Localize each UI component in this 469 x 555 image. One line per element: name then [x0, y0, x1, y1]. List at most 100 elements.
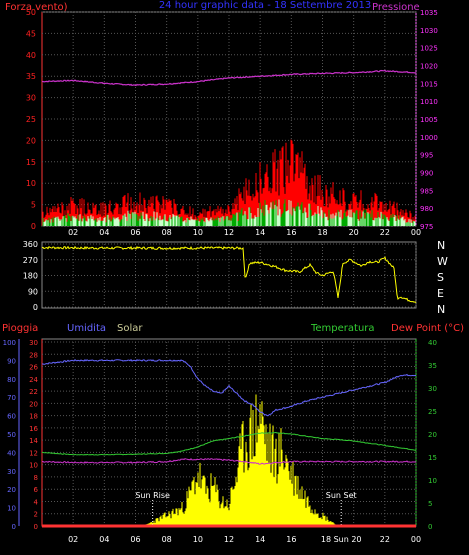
c1-right-tick-label: 1020 — [420, 63, 438, 71]
c3-rain-tick-label: 18 — [29, 413, 38, 421]
c1-left-tick-label: 35 — [26, 72, 36, 81]
c1-right-tick-label: 980 — [420, 205, 433, 213]
c3-humidity-tick-label: 60 — [7, 413, 16, 421]
c3-rain-tick-label: 0 — [34, 523, 38, 531]
c3-rain-tick-label: 2 — [34, 511, 38, 519]
c3-rain-tick-label: 12 — [29, 449, 38, 457]
c1-x-tick-label: 14 — [255, 228, 265, 237]
c1-left-tick-label: 45 — [26, 29, 36, 38]
c3-rain-tick-label: 24 — [29, 376, 38, 384]
c2-compass-label: E — [437, 287, 444, 300]
c3-temp-tick-label: 35 — [428, 362, 437, 370]
c2-compass-label: N — [437, 303, 445, 316]
chart1-title: 24 hour graphic data - 18 Settembre 2013 — [159, 0, 371, 11]
pressure-line — [41, 69, 417, 87]
sun-set-axis-label: 18 Sun 20 — [321, 535, 362, 544]
c1-x-tick-label: 22 — [380, 228, 390, 237]
c3-temp-tick-label: 15 — [428, 454, 437, 462]
c1-right-tick-label: 975 — [420, 223, 433, 231]
c1-x-tick-label: 20 — [349, 228, 359, 237]
c3-rain-tick-label: 26 — [29, 364, 38, 372]
sun-set-label: Sun Set — [326, 491, 357, 500]
c3-rain-tick-label: 30 — [29, 339, 38, 347]
c3-humidity-tick-label: 10 — [7, 505, 16, 513]
dew-point-line — [41, 458, 417, 465]
c1-x-tick-label: 04 — [99, 228, 109, 237]
c1-left-tick-label: 25 — [26, 115, 36, 124]
c3-x-tick-label: 22 — [380, 535, 390, 544]
c3-temp-tick-label: 0 — [428, 523, 432, 531]
c3-x-tick-label: 00 — [411, 535, 421, 544]
c3-humidity-tick-label: 20 — [7, 486, 16, 494]
c1-left-tick-label: 20 — [26, 136, 36, 145]
c1-x-tick-label: 10 — [193, 228, 203, 237]
c3-humidity-tick-label: 0 — [12, 523, 16, 531]
c1-x-tick-label: 16 — [286, 228, 296, 237]
c3-x-tick-label: 02 — [68, 535, 78, 544]
c1-right-tick-label: 1005 — [420, 116, 438, 124]
c1-left-tick-label: 30 — [26, 94, 36, 103]
c1-left-tick-label: 10 — [26, 179, 36, 188]
c3-rain-tick-label: 16 — [29, 425, 38, 433]
c2-left-tick-label: 90 — [28, 287, 38, 296]
c3-rain-tick-label: 6 — [34, 486, 39, 494]
sun-rise-label: Sun Rise — [135, 491, 170, 500]
c3-temp-tick-label: 10 — [428, 477, 437, 485]
c3-rain-tick-label: 4 — [34, 498, 39, 506]
c3-temp-tick-label: 20 — [428, 431, 437, 439]
c1-left-tick-label: 0 — [31, 222, 36, 231]
c1-left-tick-label: 40 — [26, 51, 36, 60]
c1-left-tick-label: 15 — [26, 158, 36, 167]
c2-compass-label: W — [437, 255, 448, 268]
c1-right-tick-label: 1010 — [420, 98, 438, 106]
c3-humidity-tick-label: 40 — [7, 449, 16, 457]
humidity-line — [41, 358, 417, 417]
c1-x-tick-label: 12 — [224, 228, 234, 237]
chart1-legend-left: Forza vento) — [5, 2, 68, 13]
c3-rain-tick-label: 10 — [29, 462, 38, 470]
c2-left-tick-label: 0 — [33, 303, 38, 312]
c3-temp-tick-label: 30 — [428, 385, 437, 393]
c3-humidity-tick-label: 70 — [7, 394, 16, 402]
direction-line — [41, 245, 417, 304]
c2-left-tick-label: 180 — [23, 272, 38, 281]
c1-right-tick-label: 1015 — [420, 80, 438, 88]
chart3-legend-temp: Temperatura — [310, 323, 375, 334]
c1-x-tick-label: 02 — [68, 228, 78, 237]
c3-humidity-tick-label: 100 — [3, 339, 16, 347]
c3-x-tick-label: 08 — [162, 535, 172, 544]
c1-right-tick-label: 995 — [420, 152, 433, 160]
c3-temp-tick-label: 5 — [428, 500, 432, 508]
c2-compass-label: S — [437, 271, 444, 284]
c3-rain-tick-label: 28 — [29, 351, 38, 359]
c3-x-tick-label: 04 — [99, 535, 109, 544]
c1-right-tick-label: 1030 — [420, 27, 438, 35]
c2-left-tick-label: 270 — [23, 256, 38, 265]
c1-x-tick-label: 08 — [162, 228, 172, 237]
temperature-line — [42, 431, 417, 456]
c1-left-tick-label: 5 — [31, 201, 36, 210]
c3-temp-tick-label: 40 — [428, 339, 437, 347]
c3-humidity-tick-label: 50 — [7, 431, 16, 439]
chart1-legend-right: Pressione — [372, 2, 420, 13]
c3-humidity-tick-label: 30 — [7, 468, 16, 476]
c3-x-tick-label: 12 — [224, 535, 234, 544]
c3-humidity-tick-label: 90 — [7, 357, 16, 365]
c3-rain-tick-label: 20 — [29, 400, 38, 408]
c3-rain-tick-label: 8 — [34, 474, 38, 482]
c3-x-tick-label: 14 — [255, 535, 265, 544]
c3-temp-tick-label: 25 — [428, 408, 437, 416]
c3-x-tick-label: 16 — [286, 535, 296, 544]
c1-x-tick-label: 00 — [411, 228, 421, 237]
chart3-legend-humidity: Umidita — [67, 323, 106, 334]
c3-rain-tick-label: 22 — [29, 388, 38, 396]
c1-x-tick-label: 06 — [130, 228, 140, 237]
c3-x-tick-label: 06 — [130, 535, 140, 544]
c3-humidity-tick-label: 80 — [7, 376, 16, 384]
c3-rain-tick-label: 14 — [29, 437, 38, 445]
c2-left-tick-label: 360 — [23, 240, 38, 249]
c1-right-tick-label: 985 — [420, 187, 433, 195]
chart3-legend-dew: Dew Point (°C) — [391, 323, 464, 334]
c1-right-tick-label: 1025 — [420, 45, 438, 53]
